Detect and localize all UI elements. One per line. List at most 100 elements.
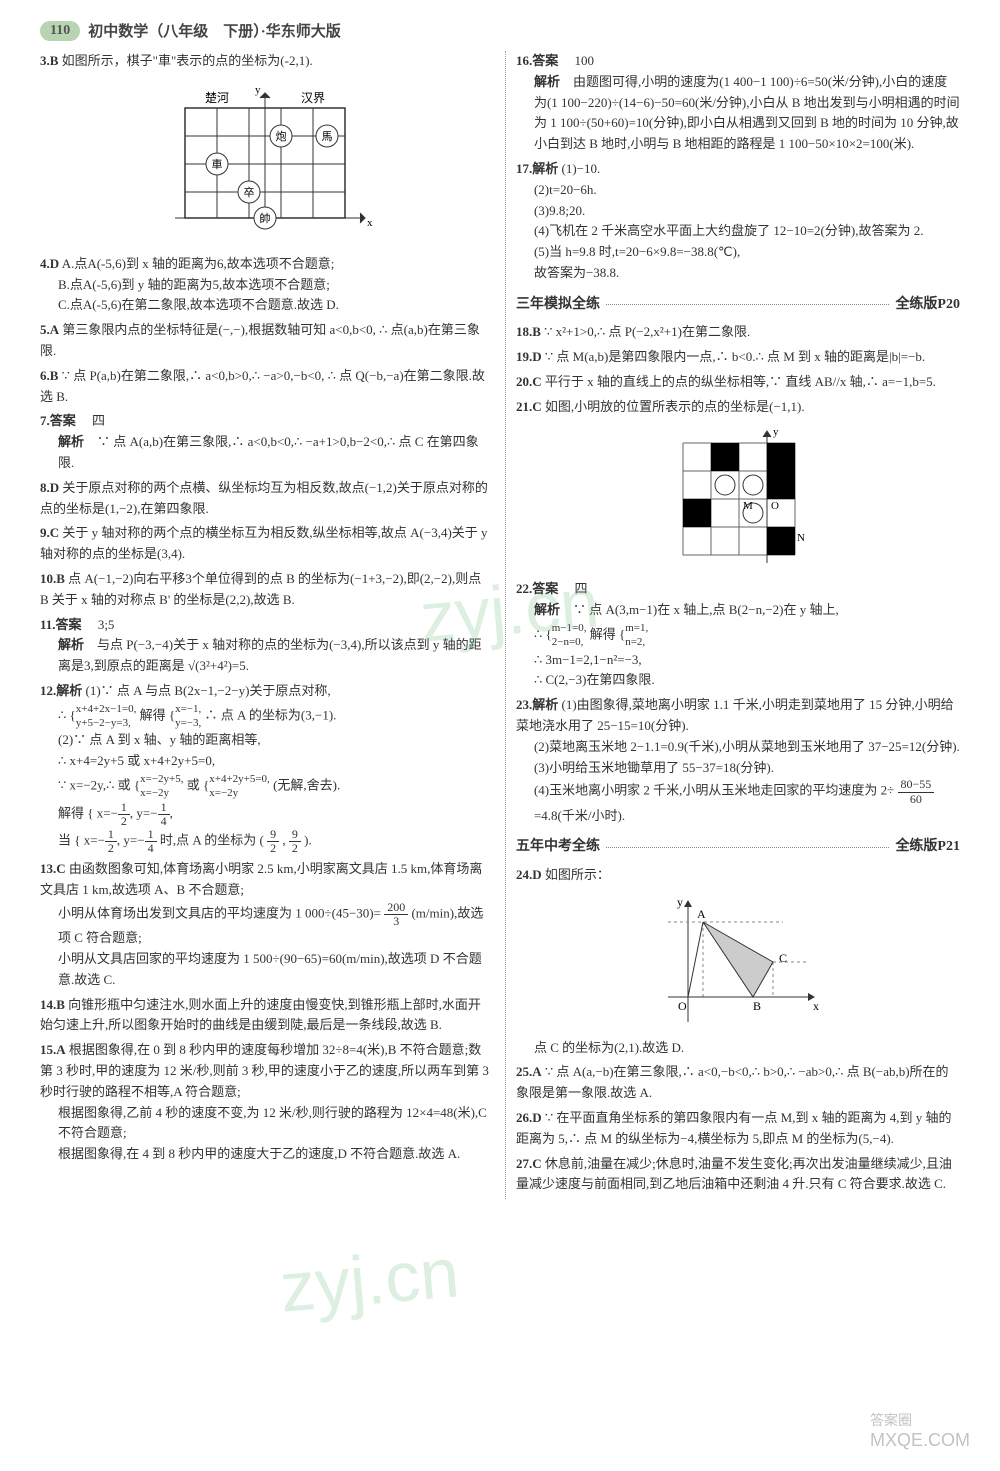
q10-text: 点 A(−1,−2)向右平移3个单位得到的点 B 的坐标为(−1+3,−2),即… xyxy=(40,571,481,607)
watermark-2: zyj.cn xyxy=(277,1232,462,1327)
q6: 6.B ∵ 点 P(a,b)在第二象限,∴ a<0,b>0,∴ −a>0,−b<… xyxy=(40,366,490,408)
q7-exp: ∵ 点 A(a,b)在第三象限,∴ a<0,b<0,∴ −a+1>0,b−2<0… xyxy=(58,434,479,470)
svg-text:帥: 帥 xyxy=(259,212,270,225)
q25-num: 25.A xyxy=(516,1064,542,1079)
q7-ans: 四 xyxy=(92,413,105,428)
q22-ans: 四 xyxy=(575,581,588,596)
svg-text:汉界: 汉界 xyxy=(301,91,325,105)
q22-l3: ∴ C(2,−3)在第四象限. xyxy=(516,670,960,691)
svg-text:x: x xyxy=(813,999,819,1013)
q23: 23.解析 (1)由图象得,菜地离小明家 1.1 千米,小明走到菜地用了 15 … xyxy=(516,695,960,826)
q12-l2: ∴ x+4=2y+5 或 x+4+2y+5=0, xyxy=(40,751,490,772)
q12-note2: (无解,舍去). xyxy=(273,777,340,792)
q21: 21.C 如图,小明放的位置所表示的点的坐标是(−1,1). xyxy=(516,397,960,418)
q17: 17.解析 (1)−10. (2)t=20−6h. (3)9.8;20. (4)… xyxy=(516,159,960,284)
q12-p1: (1)∵ 点 A 与点 B(2x−1,−2−y)关于原点对称, xyxy=(86,683,331,698)
q22-l1: ∵ 点 A(3,m−1)在 x 轴上,点 B(2−n,−2)在 y 轴上, xyxy=(573,602,839,617)
q23-num: 23.解析 xyxy=(516,697,558,712)
q18-text: ∵ x²+1>0,∴ 点 P(−2,x²+1)在第二象限. xyxy=(544,324,750,339)
q22-l2: ∴ 3m−1=2,1−n²=−3, xyxy=(516,650,960,671)
q4-l2: B.点A(-5,6)到 y 轴的距离为5,故本选项不合题意; xyxy=(40,275,490,296)
q9-text: 关于 y 轴对称的两个点的横坐标互为相反数,纵坐标相等,故点 A(−3,4)关于… xyxy=(40,525,488,561)
q17-l1: (1)−10. xyxy=(561,161,600,176)
sec2-ref: 全练版P21 xyxy=(895,836,960,858)
svg-text:A: A xyxy=(697,907,706,921)
svg-text:C: C xyxy=(779,951,787,965)
q10: 10.B 点 A(−1,−2)向右平移3个单位得到的点 B 的坐标为(−1+3,… xyxy=(40,569,490,611)
q7: 7.答案 四 解析 ∵ 点 A(a,b)在第三象限,∴ a<0,b<0,∴ −a… xyxy=(40,411,490,473)
q26: 26.D ∵ 在平面直角坐标系的第四象限内有一点 M,到 x 轴的距离为 4,到… xyxy=(516,1108,960,1150)
footer-watermark: 答案圈 MXQE.COM xyxy=(870,1409,970,1451)
grid-figure: M O N y xyxy=(663,423,813,573)
q23-l2: (2)菜地离玉米地 2−1.1=0.9(千米),小明从菜地到玉米地用了 37−2… xyxy=(516,737,960,758)
svg-text:y: y xyxy=(773,426,779,438)
sec1-title: 三年模拟全练 xyxy=(516,294,600,316)
svg-text:炮: 炮 xyxy=(275,130,286,143)
q22: 22.答案 四 解析 ∵ 点 A(3,m−1)在 x 轴上,点 B(2−n,−2… xyxy=(516,579,960,691)
svg-text:楚河: 楚河 xyxy=(205,91,229,105)
q17-l2: (2)t=20−6h. xyxy=(516,180,960,201)
q12-p2: (2)∵ 点 A 到 x 轴、y 轴的距离相等, xyxy=(40,730,490,751)
svg-text:y: y xyxy=(255,84,261,96)
q23-l4: (4)玉米地离小明家 2 千米,小明从玉米地走回家的平均速度为 2÷ xyxy=(534,783,894,798)
dots-icon xyxy=(606,304,889,305)
q20-num: 20.C xyxy=(516,374,542,389)
sec2-title: 五年中考全练 xyxy=(516,836,600,858)
q19-text: ∵ 点 M(a,b)是第四象限内一点,∴ b<0.∴ 点 M 到 x 轴的距离是… xyxy=(545,349,925,364)
q13: 13.C 由函数图象可知,体育场离小明家 2.5 km,小明家离文具店 1.5 … xyxy=(40,859,490,990)
q27-text: 休息前,油量在减少;休息时,油量不发生变化;再次出发油量继续减少,且油量减少速度… xyxy=(516,1156,952,1192)
q27: 27.C 休息前,油量在减少;休息时,油量不发生变化;再次出发油量继续减少,且油… xyxy=(516,1154,960,1196)
q13-l3: 小明从文具店回家的平均速度为 1 500÷(90−65)=60(m/min),故… xyxy=(40,949,490,991)
q17-l4: (4)飞机在 2 千米高空水平面上大约盘旋了 12−10=2(分钟),故答案为 … xyxy=(516,221,960,242)
q23-l1: (1)由图象得,菜地离小明家 1.1 千米,小明走到菜地用了 15 分钟,小明给… xyxy=(516,697,954,733)
q23-l3: (3)小明给玉米地锄草用了 55−37=18(分钟). xyxy=(516,758,960,779)
svg-text:車: 車 xyxy=(211,157,222,171)
q17-l6: 故答案为−38.8. xyxy=(516,263,960,284)
svg-text:y: y xyxy=(677,895,683,909)
svg-text:x: x xyxy=(367,217,373,229)
q15-l1: 根据图象得,在 0 到 8 秒内甲的速度每秒增加 32÷8=4(米),B 不符合… xyxy=(40,1042,489,1099)
q4: 4.D A.点A(-5,6)到 x 轴的距离为6,故本选项不合题意; B.点A(… xyxy=(40,254,490,316)
q18: 18.B ∵ x²+1>0,∴ 点 P(−2,x²+1)在第二象限. xyxy=(516,322,960,343)
q6-num: 6.B xyxy=(40,368,58,383)
q20: 20.C 平行于 x 轴的直线上的点的纵坐标相等,∵ 直线 AB//x 轴,∴ … xyxy=(516,372,960,393)
q25: 25.A ∵ 点 A(a,−b)在第三象限,∴ a<0,−b<0,∴ b>0,∴… xyxy=(516,1062,960,1104)
q16-ans: 100 xyxy=(575,53,595,68)
q16: 16.答案 100 解析 由题图可得,小明的速度为(1 400−1 100)÷6… xyxy=(516,51,960,155)
q24-num: 24.D xyxy=(516,867,542,882)
q11-exp-label: 解析 xyxy=(58,637,84,652)
q12-num: 12.解析 xyxy=(40,683,82,698)
chess-figure: 楚河 汉界 車 炮 帥 卒 馬 x y xyxy=(155,78,375,248)
q27-num: 27.C xyxy=(516,1156,542,1171)
q26-text: ∵ 在平面直角坐标系的第四象限内有一点 M,到 x 轴的距离为 4,到 y 轴的… xyxy=(516,1110,951,1146)
q16-exp-label: 解析 xyxy=(534,74,560,89)
q11: 11.答案 3;5 解析 与点 P(−3,−4)关于 x 轴对称的点的坐标为(−… xyxy=(40,615,490,677)
dots-icon xyxy=(606,847,889,848)
q19: 19.D ∵ 点 M(a,b)是第四象限内一点,∴ b<0.∴ 点 M 到 x … xyxy=(516,347,960,368)
q5: 5.A 第三象限内点的坐标特征是(−,−),根据数轴可知 a<0,b<0, ∴ … xyxy=(40,320,490,362)
q7-exp-label: 解析 xyxy=(58,434,84,449)
q4-l3: C.点A(-5,6)在第二象限,故本选项不合题意.故选 D. xyxy=(40,295,490,316)
q12: 12.解析 (1)∵ 点 A 与点 B(2x−1,−2−y)关于原点对称, ∴ … xyxy=(40,681,490,855)
right-column: 16.答案 100 解析 由题图可得,小明的速度为(1 400−1 100)÷6… xyxy=(505,51,960,1199)
q8: 8.D 关于原点对称的两个点横、纵坐标均互为相反数,故点(−1,2)关于原点对称… xyxy=(40,478,490,520)
q21-num: 21.C xyxy=(516,399,542,414)
svg-text:O: O xyxy=(771,500,779,512)
triangle-figure: O A B C x y xyxy=(653,892,823,1032)
section-three-year: 三年模拟全练 全练版P20 xyxy=(516,294,960,316)
q24-tail: 点 C 的坐标为(2,1).故选 D. xyxy=(516,1038,960,1059)
q14: 14.B 向锥形瓶中匀速注水,则水面上升的速度由慢变快,到锥形瓶上部时,水面开始… xyxy=(40,995,490,1037)
q17-l5: (5)当 h=9.8 时,t=20−6×9.8=−38.8(℃), xyxy=(516,242,960,263)
q25-text: ∵ 点 A(a,−b)在第三象限,∴ a<0,−b<0,∴ b>0,∴ −ab>… xyxy=(516,1064,949,1100)
q10-num: 10.B xyxy=(40,571,65,586)
q15-l3: 根据图象得,在 4 到 8 秒内甲的速度大于乙的速度,D 不符合题意.故选 A. xyxy=(40,1144,490,1165)
q12-concl1: ∴ 点 A 的坐标为(3,−1). xyxy=(205,707,337,722)
q14-text: 向锥形瓶中匀速注水,则水面上升的速度由慢变快,到锥形瓶上部时,水面开始匀速上升,… xyxy=(40,997,481,1033)
q11-num: 11.答案 xyxy=(40,617,82,632)
q5-text: 第三象限内点的坐标特征是(−,−),根据数轴可知 a<0,b<0, ∴ 点(a,… xyxy=(40,322,480,358)
svg-text:馬: 馬 xyxy=(321,130,332,143)
q19-num: 19.D xyxy=(516,349,542,364)
q9: 9.C 关于 y 轴对称的两个点的横坐标互为相反数,纵坐标相等,故点 A(−3,… xyxy=(40,523,490,565)
q23-tail: =4.8(千米/小时). xyxy=(534,808,625,823)
q13-num: 13.C xyxy=(40,861,66,876)
